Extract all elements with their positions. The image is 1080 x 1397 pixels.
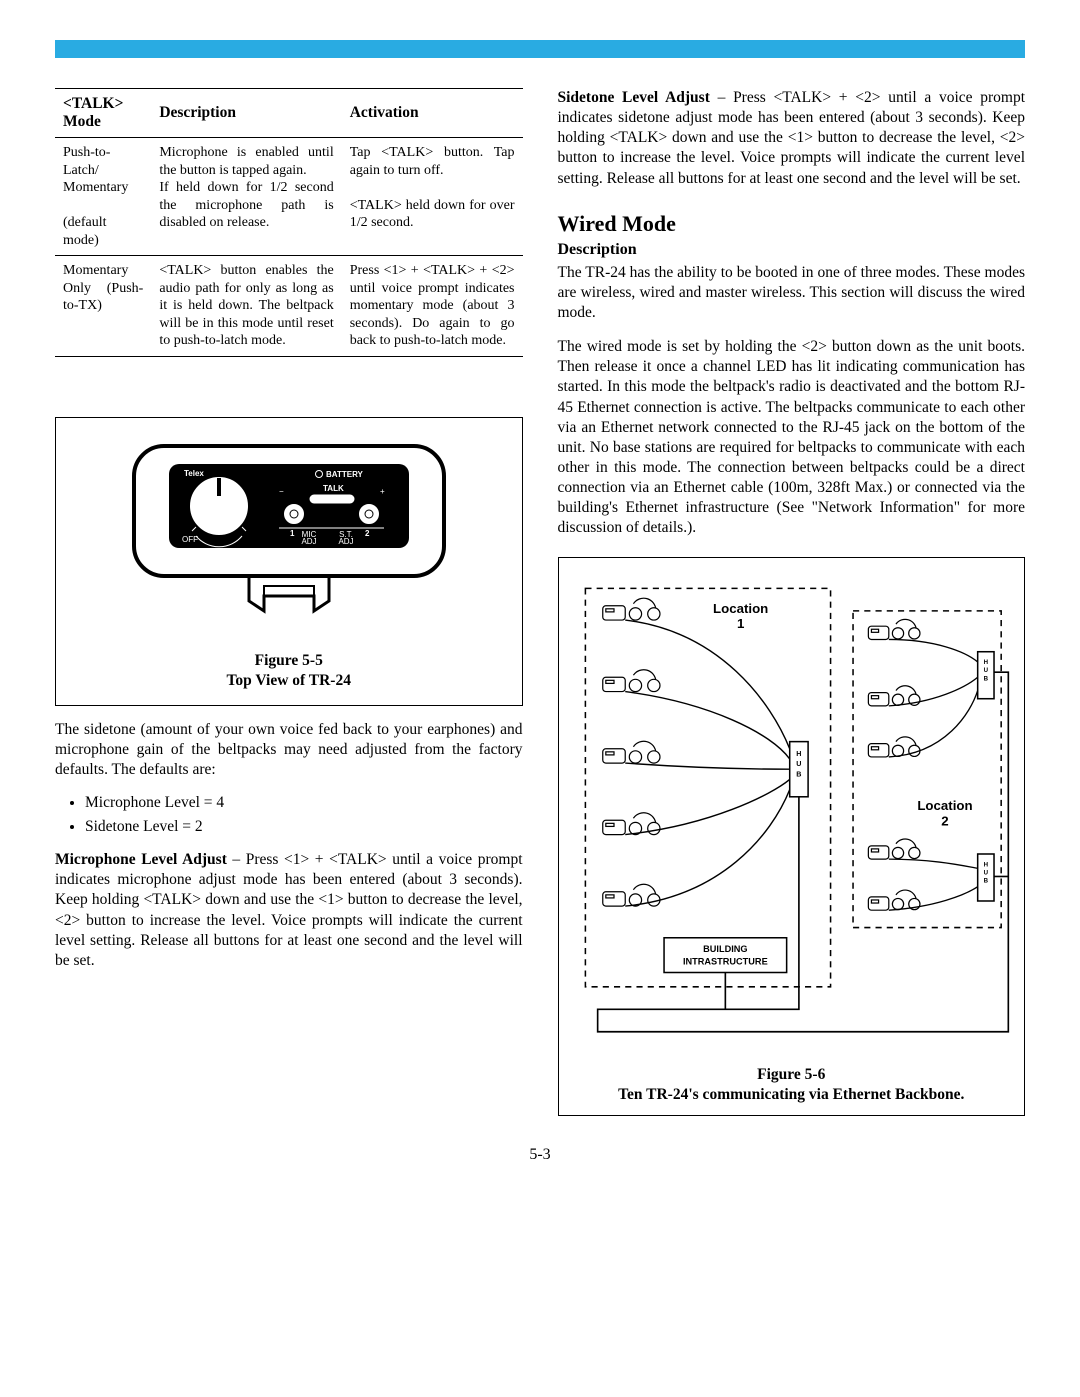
figure-5-6-caption: Figure 5-6 Ten TR-24's communicating via… bbox=[567, 1065, 1017, 1105]
svg-text:Location: Location bbox=[917, 798, 972, 813]
list-item: Sidetone Level = 2 bbox=[85, 818, 523, 836]
svg-text:ADJ: ADJ bbox=[338, 537, 353, 546]
svg-text:H: H bbox=[983, 659, 987, 666]
svg-text:U: U bbox=[983, 869, 988, 876]
sidetone-intro: The sidetone (amount of your own voice f… bbox=[55, 720, 523, 780]
wired-p2: The wired mode is set by holding the <2>… bbox=[558, 337, 1026, 538]
cell-mode: Momentary Only (Push-to-TX) bbox=[55, 256, 151, 357]
wired-mode-heading: Wired Mode bbox=[558, 211, 1026, 237]
caption-line: Ten TR-24's communicating via Ethernet B… bbox=[618, 1086, 964, 1103]
table-row: Push-to-Latch/ Momentary (default mode) … bbox=[55, 138, 523, 256]
list-item: Microphone Level = 4 bbox=[85, 794, 523, 812]
ethernet-backbone-diagram-icon: Location 1 Location 2 H U B H U B H U B bbox=[567, 570, 1017, 1050]
svg-text:INTRASTRUCTURE: INTRASTRUCTURE bbox=[682, 956, 767, 966]
cell-desc: <TALK> button enables the audio path for… bbox=[151, 256, 341, 357]
svg-text:H: H bbox=[983, 861, 987, 868]
figure-5-5-caption: Figure 5-5 Top View of TR-24 bbox=[66, 651, 512, 691]
cell-mode: Push-to-Latch/ Momentary (default mode) bbox=[55, 138, 151, 256]
th-mode: <TALK> Mode bbox=[55, 89, 151, 138]
figure-5-6: Location 1 Location 2 H U B H U B H U B bbox=[558, 557, 1026, 1116]
svg-text:2: 2 bbox=[365, 529, 370, 538]
svg-text:U: U bbox=[796, 760, 801, 768]
svg-text:U: U bbox=[983, 667, 988, 674]
svg-text:BUILDING: BUILDING bbox=[703, 944, 747, 954]
svg-text:+: + bbox=[380, 487, 385, 496]
wired-p1: The TR-24 has the ability to be booted i… bbox=[558, 263, 1026, 323]
th-act: Activation bbox=[342, 89, 523, 138]
cell-desc: Microphone is enabled until the button i… bbox=[151, 138, 341, 256]
svg-text:H: H bbox=[796, 749, 801, 757]
table-row: Momentary Only (Push-to-TX) <TALK> butto… bbox=[55, 256, 523, 357]
mic-level-adjust: Microphone Level Adjust – Press <1> + <T… bbox=[55, 850, 523, 971]
cell-act: Tap <TALK> button. Tap again to turn off… bbox=[342, 138, 523, 256]
page-number: 5-3 bbox=[55, 1146, 1025, 1164]
tr24-top-view-icon: Telex BATTERY TALK − + OFF 1 2 MIC ADJ S… bbox=[124, 436, 454, 636]
two-column-layout: <TALK> Mode Description Activation Push-… bbox=[55, 88, 1025, 1116]
header-bar bbox=[55, 40, 1025, 58]
defaults-list: Microphone Level = 4 Sidetone Level = 2 bbox=[85, 794, 523, 836]
sidetone-label: Sidetone Level Adjust bbox=[558, 89, 710, 106]
mic-adjust-text: – Press <1> + <TALK> until a voice promp… bbox=[55, 851, 523, 969]
caption-line: Top View of TR-24 bbox=[227, 672, 351, 689]
svg-text:B: B bbox=[796, 770, 801, 778]
svg-text:−: − bbox=[279, 487, 284, 496]
talk-mode-table: <TALK> Mode Description Activation Push-… bbox=[55, 88, 523, 357]
svg-text:B: B bbox=[983, 877, 988, 884]
figure-5-5: Telex BATTERY TALK − + OFF 1 2 MIC ADJ S… bbox=[55, 417, 523, 706]
right-column: Sidetone Level Adjust – Press <TALK> + <… bbox=[558, 88, 1026, 1116]
svg-text:2: 2 bbox=[941, 813, 948, 828]
svg-text:1: 1 bbox=[290, 529, 295, 538]
svg-text:B: B bbox=[983, 675, 988, 682]
svg-text:TALK: TALK bbox=[323, 484, 344, 493]
mic-adjust-label: Microphone Level Adjust bbox=[55, 851, 227, 868]
left-column: <TALK> Mode Description Activation Push-… bbox=[55, 88, 523, 1116]
sidetone-adjust: Sidetone Level Adjust – Press <TALK> + <… bbox=[558, 88, 1026, 189]
svg-text:Telex: Telex bbox=[184, 469, 204, 478]
svg-text:BATTERY: BATTERY bbox=[326, 470, 364, 479]
caption-line: Figure 5-6 bbox=[757, 1066, 825, 1083]
svg-text:1: 1 bbox=[736, 616, 744, 631]
svg-text:ADJ: ADJ bbox=[301, 537, 316, 546]
th-desc: Description bbox=[151, 89, 341, 138]
description-subhead: Description bbox=[558, 241, 1026, 259]
caption-line: Figure 5-5 bbox=[255, 652, 323, 669]
cell-act: Press <1> + <TALK> + <2> until voice pro… bbox=[342, 256, 523, 357]
svg-text:Location: Location bbox=[713, 600, 768, 615]
